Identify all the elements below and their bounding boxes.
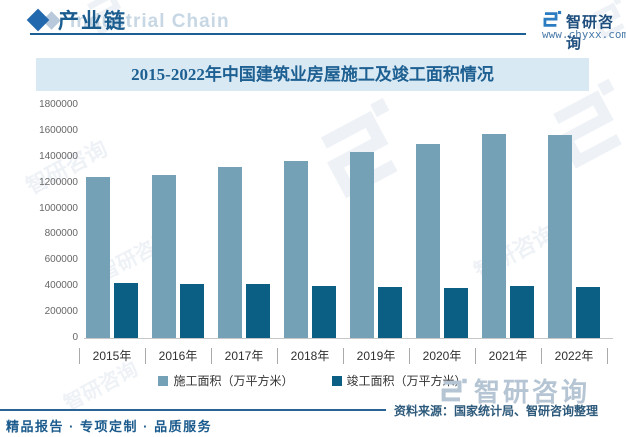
brand-logo-icon <box>541 9 562 30</box>
x-axis-label: 2017年 <box>224 349 264 363</box>
footer-divider <box>0 409 386 411</box>
brand-logo-icon <box>438 376 468 406</box>
website-url: www.chyxx.com <box>542 28 626 41</box>
bar-construction-area <box>86 177 110 338</box>
legend: 施工面积（万平方米） 竣工面积（万平方米） <box>36 372 589 389</box>
brand-name: 智研咨询 <box>566 14 615 52</box>
x-axis-label: 2016年 <box>158 349 198 363</box>
y-axis-label: 600000 <box>44 254 78 266</box>
x-axis-label: 2018年 <box>290 349 330 363</box>
x-axis-label: 2020年 <box>422 349 462 363</box>
x-axis-label: 2021年 <box>488 349 528 363</box>
bar-construction-area <box>218 167 242 338</box>
chart-title-banner: 2015-2022年中国建筑业房屋施工及竣工面积情况 <box>36 58 589 91</box>
bar-construction-area <box>284 160 308 338</box>
brand-watermark: 智研咨询 <box>438 372 590 409</box>
y-axis-label: 1800000 <box>39 99 78 110</box>
header-divider <box>30 33 526 35</box>
x-axis-tick <box>409 348 410 364</box>
x-axis-tick <box>211 348 212 364</box>
footer-tagline: 精品报告 · 专项定制 · 品质服务 <box>6 419 213 434</box>
x-axis-tick <box>343 348 344 364</box>
bar-completed-area <box>114 283 138 338</box>
bar-construction-area <box>152 174 176 338</box>
x-axis-label: 2015年 <box>92 349 132 363</box>
bar-construction-area <box>548 135 572 338</box>
bar-construction-area <box>416 144 440 338</box>
bar-completed-area <box>246 284 270 338</box>
y-axis-label: 1400000 <box>39 150 78 162</box>
y-axis-label: 200000 <box>44 306 78 318</box>
y-axis-label: 800000 <box>44 228 78 240</box>
x-axis-label: 2019年 <box>356 349 396 363</box>
y-axis-label: 400000 <box>44 280 78 292</box>
data-source: 资料来源：国家统计局、智研咨询整理 <box>394 404 599 418</box>
legend-label: 竣工面积（万平方米） <box>346 374 467 388</box>
legend-swatch <box>158 375 169 386</box>
x-axis-line <box>84 338 613 339</box>
x-axis-tick <box>475 348 476 364</box>
brand-watermark-text: 智研咨询 <box>474 377 591 407</box>
x-axis-tick <box>79 348 80 364</box>
bar-construction-area <box>482 134 506 338</box>
bar-completed-area <box>378 286 402 338</box>
bar-construction-area <box>350 151 374 338</box>
y-axis-label: 1000000 <box>39 202 78 214</box>
legend-item: 施工面积（万平方米） <box>158 372 294 389</box>
bar-completed-area <box>510 285 534 338</box>
x-axis-tick <box>145 348 146 364</box>
bar-completed-area <box>180 283 204 338</box>
bar-completed-area <box>444 288 468 338</box>
legend-label: 施工面积（万平方米） <box>173 374 294 388</box>
y-axis-label: 1600000 <box>39 124 78 136</box>
y-axis-label: 1200000 <box>39 176 78 188</box>
legend-swatch <box>331 375 342 386</box>
bar-completed-area <box>576 286 600 338</box>
legend-item: 竣工面积（万平方米） <box>331 372 467 389</box>
x-axis-label: 2022年 <box>554 349 594 363</box>
x-axis-tick <box>607 348 608 364</box>
y-axis-label: 0 <box>72 332 78 343</box>
x-axis-tick <box>541 348 542 364</box>
section-title: 产业链 <box>58 9 127 33</box>
x-axis-tick <box>277 348 278 364</box>
diamond-icon <box>26 8 50 32</box>
bar-completed-area <box>312 285 336 338</box>
